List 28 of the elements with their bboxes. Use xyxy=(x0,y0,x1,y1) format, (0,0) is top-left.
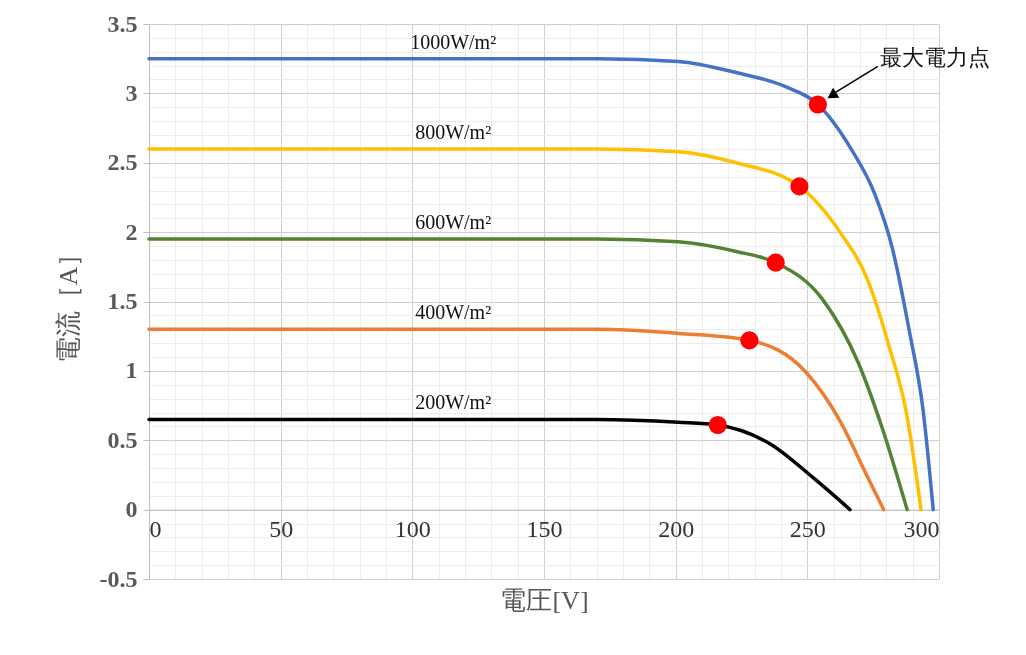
series-label: 600W/m² xyxy=(415,211,492,234)
series-label: 1000W/m² xyxy=(410,30,497,53)
x-tick-label: 200 xyxy=(658,516,695,543)
x-tick-label: 250 xyxy=(789,516,826,543)
line-series xyxy=(147,327,886,512)
y-axis-title: 電流［A］ xyxy=(53,240,83,364)
y-tick-label: 3 xyxy=(125,79,138,106)
y-tick-label: 3.5 xyxy=(107,10,138,37)
y-tick-label: -0.5 xyxy=(99,565,138,592)
series-label: 200W/m² xyxy=(415,391,492,414)
y-tick-label: 1 xyxy=(125,357,138,384)
line-series xyxy=(147,237,909,512)
x-tick-label: 50 xyxy=(269,516,294,543)
line-series xyxy=(147,147,923,512)
x-tick-label: 0 xyxy=(149,516,162,543)
x-axis-title: 電圧[V] xyxy=(500,585,589,615)
y-tick-label: 2 xyxy=(125,218,138,245)
y-tick-label: 0.5 xyxy=(107,426,138,453)
x-tick-label: 300 xyxy=(903,516,940,543)
x-tick-label: 150 xyxy=(526,516,563,543)
y-tick-label: 0 xyxy=(125,496,138,523)
series-label: 800W/m² xyxy=(415,120,492,143)
series-label: 400W/m² xyxy=(415,301,492,324)
line-series xyxy=(147,417,852,512)
x-tick-label: 100 xyxy=(394,516,431,543)
y-tick-label: 2.5 xyxy=(107,149,138,176)
annotation: 最大電力点 xyxy=(879,45,990,71)
y-tick-label: 1.5 xyxy=(107,288,138,314)
